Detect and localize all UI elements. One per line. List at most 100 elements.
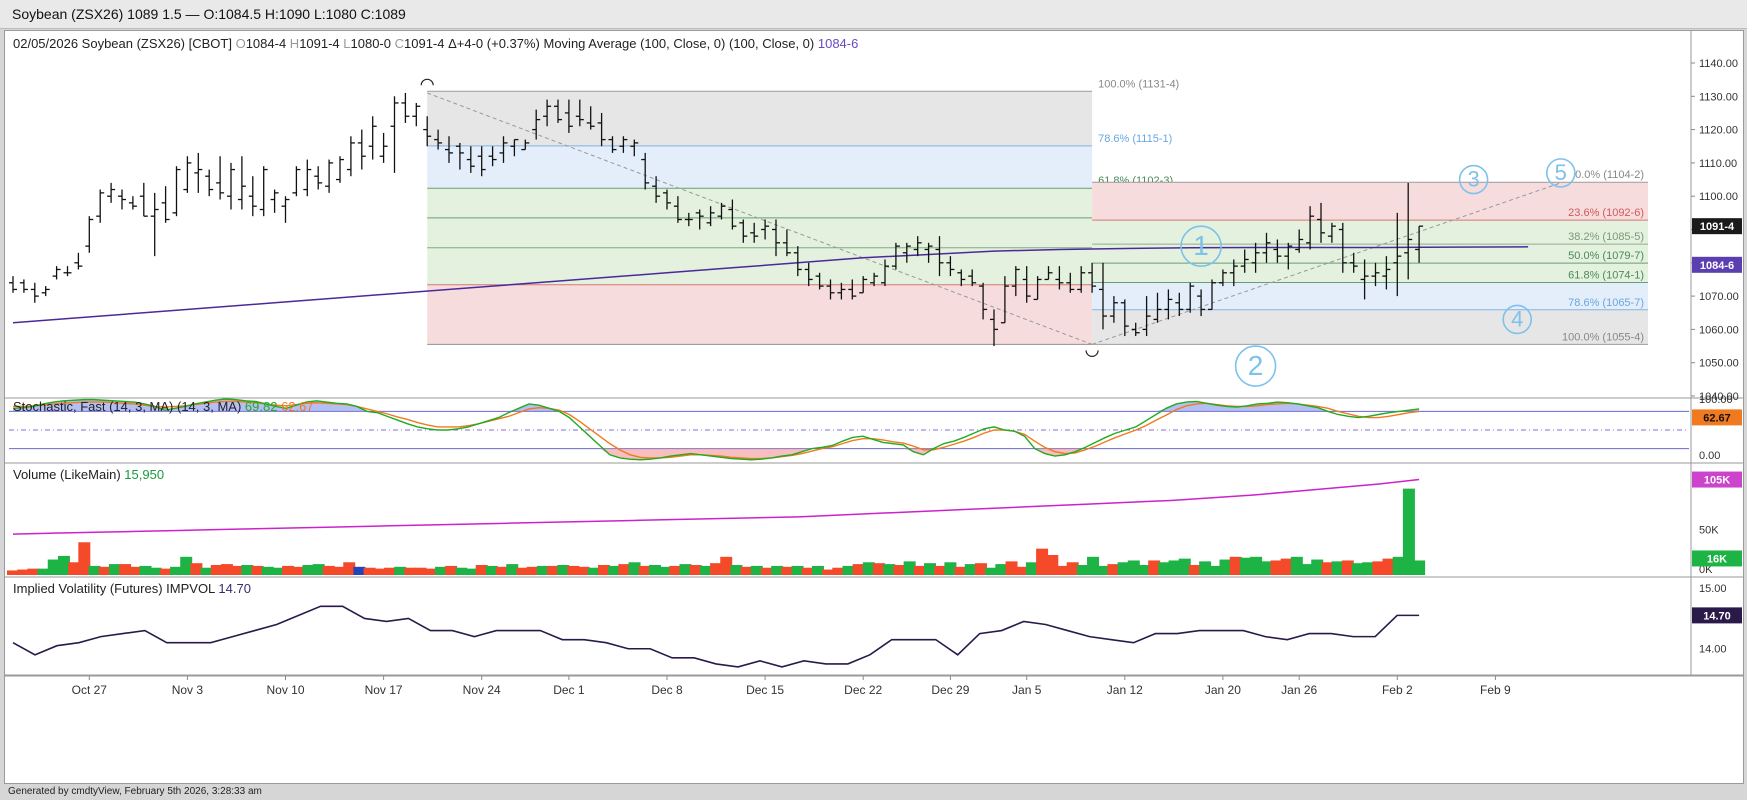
- price-axis-label: 1130.00: [1699, 91, 1738, 103]
- ohlc-bar: [804, 262, 813, 287]
- volume-bar: [750, 565, 763, 575]
- ohlc-bar: [990, 309, 998, 347]
- volume-bar: [190, 563, 203, 575]
- volume-bar: [944, 562, 957, 575]
- ohlc-bar: [848, 279, 857, 300]
- ohlc-bar: [968, 269, 977, 287]
- wave-label-circle: [1180, 225, 1222, 267]
- header-high: 1091-4: [299, 36, 343, 51]
- volume-bar: [200, 567, 213, 575]
- ohlc-bar: [1360, 259, 1369, 300]
- ohlc-bar: [9, 276, 17, 293]
- ohlc-bar: [172, 166, 181, 217]
- fib-left-zone: [427, 91, 1093, 146]
- header-symbol: 02/05/2026 Soybean (ZSX26) [CBOT]: [13, 36, 236, 51]
- price-axis-label: 1070.00: [1699, 291, 1739, 303]
- volume-bar: [1209, 565, 1222, 575]
- volume-bar: [119, 564, 132, 575]
- ohlc-bar: [1371, 262, 1380, 287]
- ohlc-bar: [564, 99, 573, 133]
- volume-bar: [1321, 562, 1334, 575]
- swing-point-icon: [1085, 350, 1099, 357]
- wave-label-number: 2: [1248, 350, 1264, 381]
- ohlc-bar: [303, 159, 312, 197]
- ohlc-bar: [728, 199, 737, 230]
- ohlc-bar: [1240, 249, 1249, 273]
- volume-bar: [1127, 560, 1140, 575]
- volume-bar: [516, 567, 529, 575]
- volume-bar: [720, 556, 733, 575]
- volume-bar: [618, 564, 631, 575]
- price-axis-label: 1040.00: [1699, 391, 1739, 403]
- volume-bar: [88, 565, 101, 575]
- header-open: 1084-4: [246, 36, 290, 51]
- header-open-label: O: [236, 36, 246, 51]
- ohlc-bar: [859, 276, 868, 294]
- wave-label-circle: [1502, 304, 1532, 335]
- x-axis-label: Jan 26: [1281, 683, 1317, 697]
- volume-bar: [628, 562, 641, 575]
- volume-bar: [811, 565, 824, 575]
- x-axis-label: Jan 20: [1205, 683, 1241, 697]
- volume-bar: [1392, 556, 1405, 575]
- volume-bar: [1015, 566, 1028, 575]
- x-axis-label: Nov 10: [266, 683, 304, 697]
- ohlc-bar: [1208, 279, 1216, 311]
- iv-axis-label: 14.00: [1699, 644, 1727, 656]
- ohlc-bar: [1175, 292, 1184, 317]
- price-axis-label: 1060.00: [1699, 324, 1739, 336]
- ohlc-bar: [368, 116, 377, 160]
- volume-last-tag: [1692, 550, 1742, 567]
- ohlc-bar: [1066, 272, 1075, 293]
- iv-value: 14.70: [218, 581, 251, 596]
- ohlc-bar: [870, 272, 879, 287]
- ohlc-bar: [96, 189, 105, 223]
- ohlc-bar: [1382, 256, 1391, 290]
- ohlc-bar: [1197, 289, 1206, 317]
- ohlc-bar: [695, 209, 704, 230]
- header-low-label: L: [343, 36, 350, 51]
- ohlc-bar: [455, 142, 464, 170]
- header-close: 1091-4: [404, 36, 448, 51]
- volume-bar: [322, 565, 335, 575]
- ohlc-bar: [1011, 266, 1020, 297]
- ohlc-bar: [1088, 262, 1097, 293]
- ohlc-bar: [466, 146, 475, 173]
- chart-canvas[interactable]: 100.0% (1131-4)78.6% (1115-1)61.8% (1102…: [5, 31, 1743, 783]
- volume-bar: [302, 565, 315, 575]
- window-titlebar: Soybean (ZSX26) 1089 1.5 — O:1084.5 H:10…: [0, 0, 1747, 29]
- wave-label-circle: [1234, 345, 1277, 387]
- fib-right-level-label: 38.2% (1085-5): [1568, 231, 1644, 243]
- stoch-d-value: 62.67: [281, 399, 314, 414]
- volume-bar: [995, 564, 1008, 575]
- ohlc-bar: [652, 176, 661, 203]
- volume-bar: [180, 556, 193, 575]
- fib-right-zone: [1092, 309, 1648, 345]
- chart-frame[interactable]: 100.0% (1131-4) 78.6% (1115-1) 61.8% (1102…: [4, 30, 1744, 784]
- volume-bar: [1280, 558, 1293, 575]
- volume-bar: [414, 567, 427, 575]
- header-close-label: C: [395, 36, 404, 51]
- window-title: Soybean (ZSX26) 1089 1.5 — O:1084.5 H:10…: [12, 6, 406, 22]
- ohlc-bar: [488, 146, 497, 167]
- ohlc-bar: [793, 246, 802, 277]
- volume-bar: [1239, 557, 1252, 575]
- ma-value-tag: [1692, 256, 1742, 273]
- volume-bar: [139, 565, 152, 575]
- x-axis-label: Nov 17: [365, 683, 403, 697]
- ohlc-bar: [1055, 266, 1064, 290]
- volume-bar: [964, 564, 977, 575]
- fib-right-zone: [1092, 282, 1648, 310]
- volume-bar: [1097, 565, 1110, 575]
- wave-label: 1: [1180, 225, 1222, 267]
- volume-bar: [1148, 560, 1161, 575]
- volume-bar: [985, 567, 998, 575]
- ohlc-bar: [1338, 222, 1347, 273]
- volume-bar: [771, 565, 784, 575]
- volume-average-tag: [1692, 471, 1742, 488]
- ohlc-bar: [815, 272, 824, 290]
- wave-label: 5: [1546, 158, 1576, 188]
- volume-label: Volume (LikeMain): [13, 467, 124, 482]
- ohlc-bar: [52, 266, 61, 280]
- volume-bar: [108, 564, 121, 575]
